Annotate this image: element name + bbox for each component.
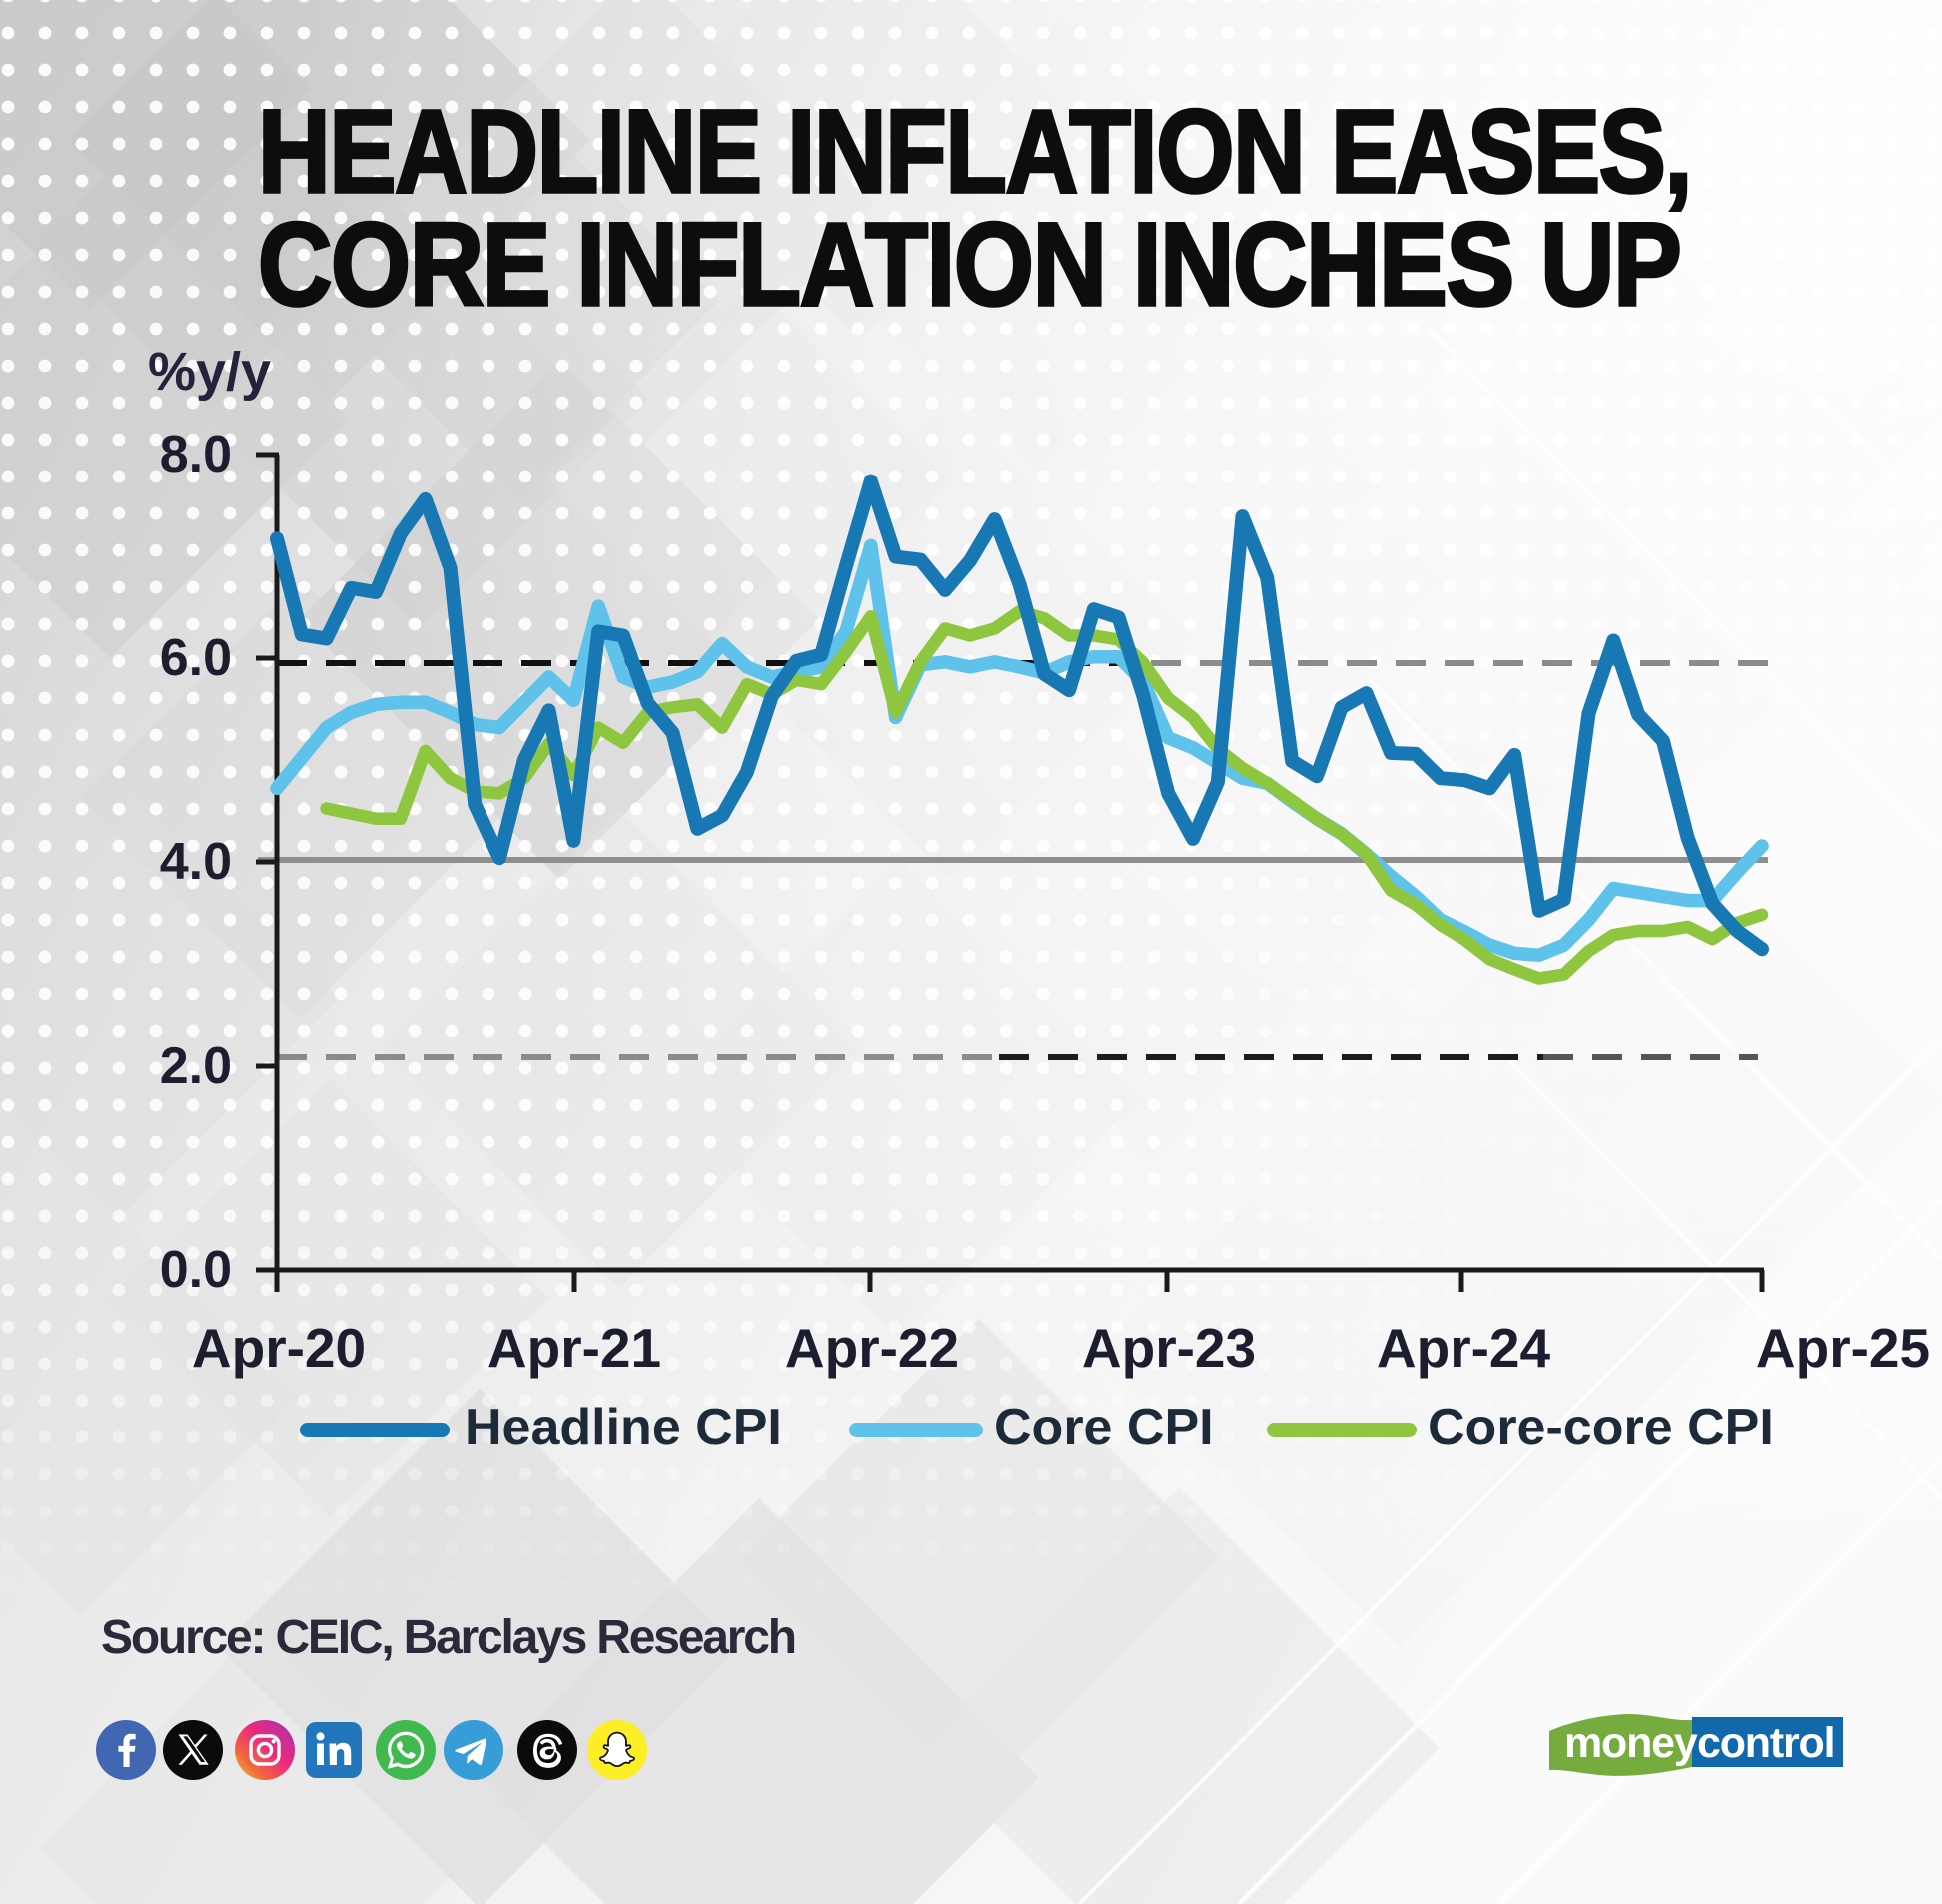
svg-text:8.0: 8.0	[160, 426, 232, 483]
svg-text:Apr-21: Apr-21	[487, 1317, 661, 1379]
svg-text:2.0: 2.0	[160, 1037, 232, 1095]
svg-text:Headline CPI: Headline CPI	[465, 1399, 782, 1456]
svg-text:Apr-23: Apr-23	[1082, 1317, 1256, 1379]
svg-text:0.0: 0.0	[160, 1241, 232, 1299]
svg-text:Apr-24: Apr-24	[1377, 1317, 1551, 1379]
svg-text:Core CPI: Core CPI	[994, 1399, 1214, 1456]
svg-text:Core-core CPI: Core-core CPI	[1428, 1399, 1774, 1456]
svg-text:control: control	[1697, 1719, 1834, 1767]
svg-text:Apr-20: Apr-20	[192, 1317, 366, 1379]
svg-text:Apr-25: Apr-25	[1756, 1317, 1930, 1379]
svg-text:4.0: 4.0	[160, 833, 232, 891]
svg-text:money: money	[1564, 1719, 1698, 1767]
svg-text:6.0: 6.0	[160, 629, 232, 687]
svg-text:Apr-22: Apr-22	[785, 1317, 959, 1379]
